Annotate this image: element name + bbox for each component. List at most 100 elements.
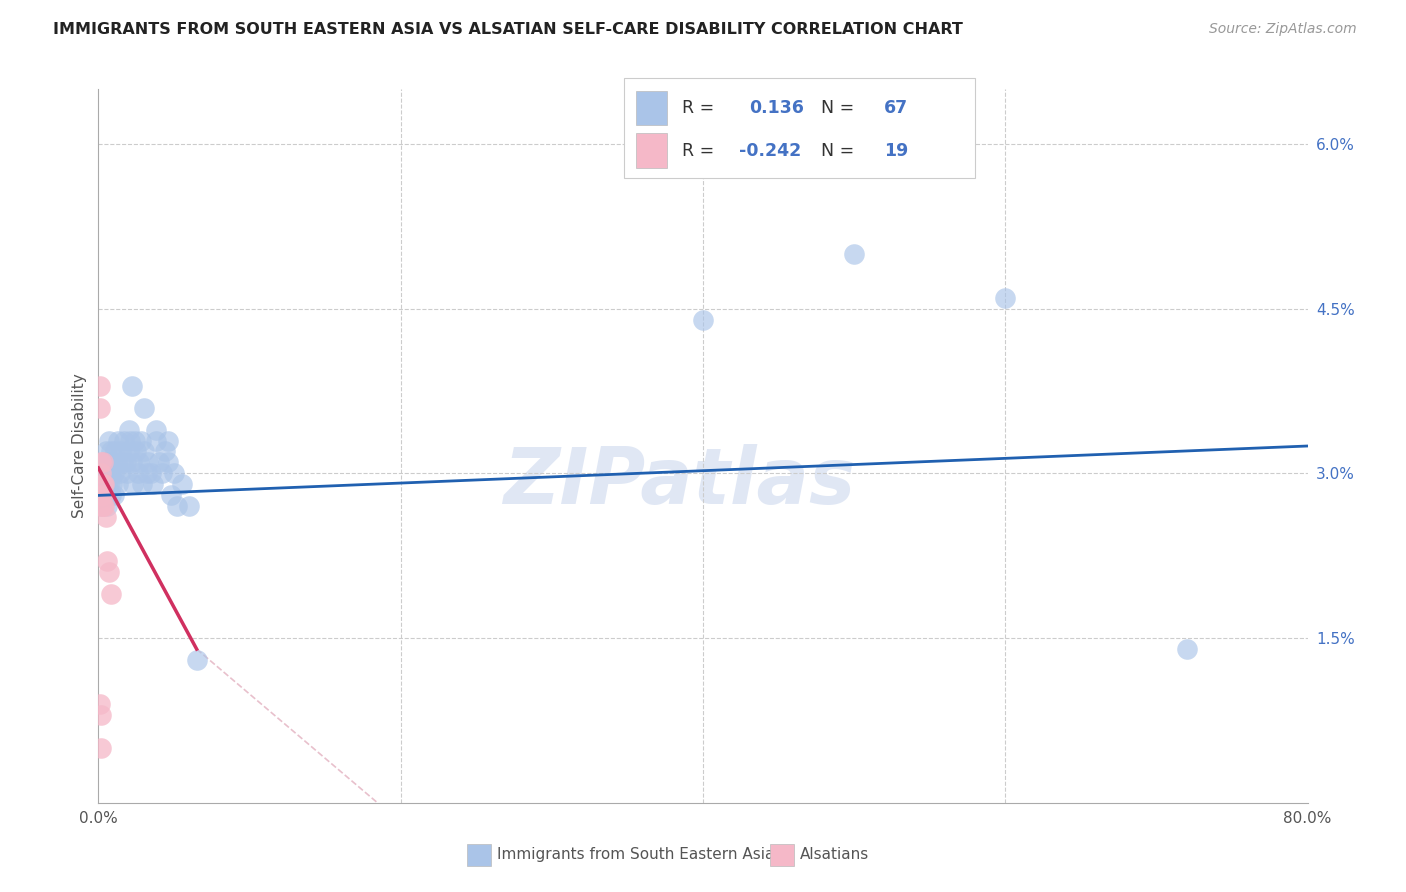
FancyBboxPatch shape (637, 91, 666, 125)
Point (94, 488, 117, 502)
Point (125, 444, 148, 458)
FancyBboxPatch shape (769, 844, 794, 865)
Point (93, 477, 115, 491)
Point (93, 455, 115, 469)
Point (100, 587, 122, 601)
Point (96, 500, 118, 514)
Point (107, 477, 129, 491)
FancyBboxPatch shape (467, 844, 492, 865)
Point (118, 423, 141, 437)
Point (91, 467, 114, 481)
Point (104, 444, 127, 458)
Text: 67: 67 (884, 99, 908, 117)
Point (121, 455, 143, 469)
Text: IMMIGRANTS FROM SOUTH EASTERN ASIA VS ALSATIAN SELF-CARE DISABILITY CORRELATION : IMMIGRANTS FROM SOUTH EASTERN ASIA VS AL… (53, 22, 963, 37)
Point (96, 554, 118, 568)
Point (692, 312, 714, 326)
Point (98, 477, 121, 491)
Point (112, 434, 135, 448)
Text: 0.136: 0.136 (749, 99, 804, 117)
Point (101, 455, 124, 469)
Point (128, 455, 150, 469)
Point (103, 488, 125, 502)
Text: Alsatians: Alsatians (800, 847, 869, 863)
Point (136, 455, 159, 469)
Point (994, 291, 1017, 305)
Text: -0.242: -0.242 (740, 143, 801, 161)
Point (94, 444, 117, 458)
Point (90, 500, 112, 514)
Point (122, 477, 145, 491)
Point (94, 467, 117, 481)
Point (89, 697, 111, 711)
Point (150, 467, 173, 481)
Point (98, 434, 121, 448)
Point (124, 434, 146, 448)
Point (107, 434, 129, 448)
Point (98, 455, 121, 469)
Point (105, 455, 128, 469)
Point (91, 488, 114, 502)
Point (127, 467, 149, 481)
Text: Immigrants from South Eastern Asia: Immigrants from South Eastern Asia (498, 847, 775, 863)
Point (96, 455, 118, 469)
Point (90, 740, 112, 755)
Point (93, 500, 115, 514)
Point (100, 444, 122, 458)
Point (98, 566, 121, 580)
Text: N =: N = (821, 99, 860, 117)
Point (135, 467, 157, 481)
Text: N =: N = (821, 143, 860, 161)
Point (91, 455, 114, 469)
FancyBboxPatch shape (624, 78, 976, 178)
Point (108, 467, 131, 481)
Point (163, 467, 186, 481)
Point (153, 444, 176, 458)
Point (90, 455, 112, 469)
Point (120, 434, 142, 448)
Point (115, 467, 138, 481)
Text: 19: 19 (884, 143, 908, 161)
Point (132, 444, 155, 458)
Point (90, 488, 112, 502)
Point (131, 477, 153, 491)
Point (129, 434, 152, 448)
Point (90, 708, 112, 723)
Point (101, 477, 124, 491)
Point (114, 455, 136, 469)
Point (132, 401, 155, 415)
Text: Source: ZipAtlas.com: Source: ZipAtlas.com (1209, 22, 1357, 37)
Point (118, 444, 141, 458)
Y-axis label: Self-Care Disability: Self-Care Disability (72, 374, 87, 518)
Point (94, 510, 117, 524)
Point (844, 247, 866, 261)
Point (145, 434, 167, 448)
Point (141, 467, 163, 481)
Point (103, 467, 125, 481)
Point (100, 488, 122, 502)
Point (121, 378, 143, 392)
Point (89, 401, 111, 415)
Point (89, 378, 111, 392)
Point (160, 488, 183, 502)
Point (91, 477, 114, 491)
Text: ZIPatlas: ZIPatlas (503, 443, 855, 520)
Point (90, 477, 112, 491)
Point (179, 500, 201, 514)
Point (90, 467, 112, 481)
Point (186, 653, 208, 667)
Point (145, 423, 167, 437)
Point (148, 455, 170, 469)
Text: R =: R = (682, 143, 720, 161)
Text: R =: R = (682, 99, 720, 117)
Point (156, 434, 179, 448)
Point (111, 455, 134, 469)
Point (91, 488, 114, 502)
Point (93, 477, 115, 491)
Point (156, 455, 179, 469)
Point (91, 500, 114, 514)
Point (142, 477, 165, 491)
Point (1175, 642, 1198, 657)
Point (90, 500, 112, 514)
FancyBboxPatch shape (637, 134, 666, 168)
